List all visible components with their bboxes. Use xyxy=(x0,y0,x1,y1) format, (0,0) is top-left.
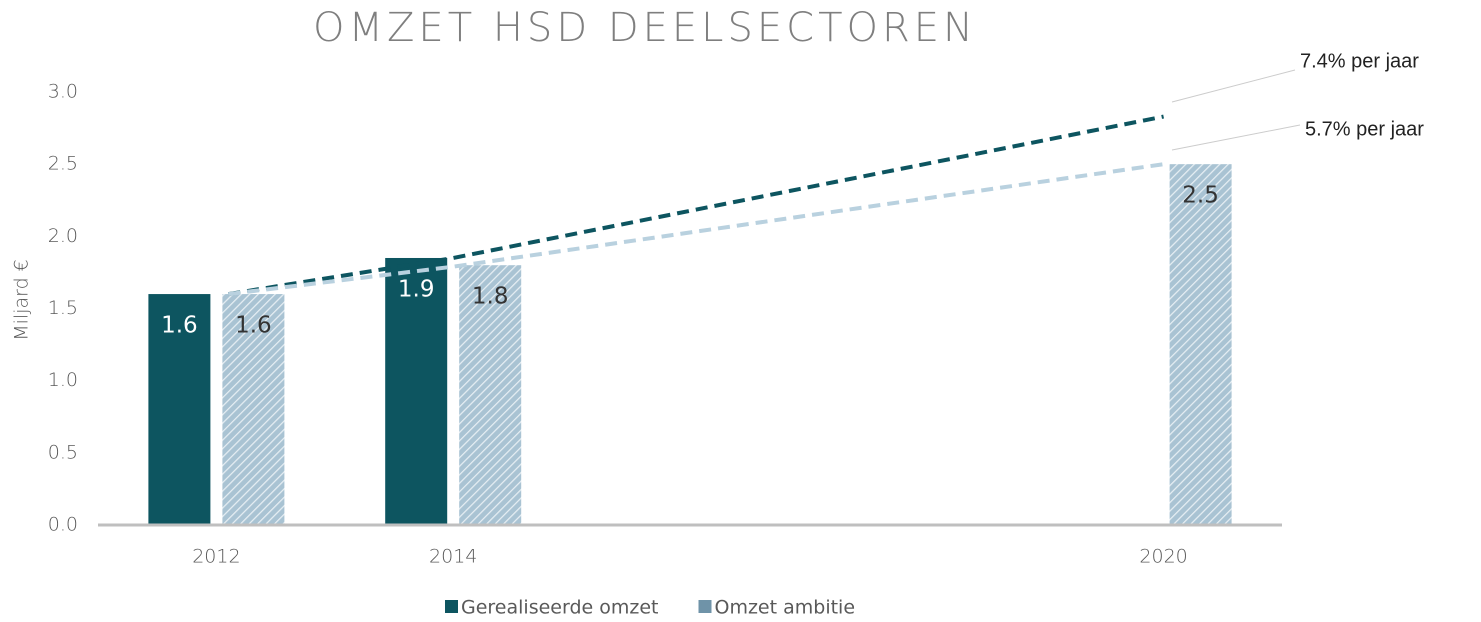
x-tick-label: 2020 xyxy=(1139,546,1187,568)
data-label: 1.9 xyxy=(398,276,435,302)
y-tick-label: 3.0 xyxy=(48,81,78,103)
x-tick-label: 2014 xyxy=(429,546,477,568)
y-tick-label: 0.5 xyxy=(48,441,78,463)
trend-label: 5.7% per jaar xyxy=(1305,118,1424,140)
bar xyxy=(148,294,211,525)
bar xyxy=(459,265,522,525)
bar xyxy=(385,257,448,525)
data-label: 1.6 xyxy=(161,313,198,339)
trend-line xyxy=(228,114,1164,297)
legend-label: Omzet ambitie xyxy=(715,597,856,619)
y-axis-label: Miljard € xyxy=(11,259,33,341)
legend-swatch xyxy=(445,600,458,613)
y-tick-label: 1.5 xyxy=(48,297,78,319)
leader-line xyxy=(1171,69,1296,103)
chart-title: OMZET HSD DEELSECTOREN xyxy=(313,5,977,51)
y-tick-label: 0.0 xyxy=(48,514,78,536)
bar xyxy=(1169,164,1232,525)
data-label: 1.6 xyxy=(235,313,272,339)
trend-label: 7.4% per jaar xyxy=(1300,50,1419,72)
trend-line xyxy=(228,162,1164,297)
data-label: 1.8 xyxy=(472,284,509,310)
legend-swatch xyxy=(698,600,712,613)
y-tick-label: 2.0 xyxy=(48,225,78,247)
bar xyxy=(222,294,285,525)
legend-label: Gerealiseerde omzet xyxy=(461,597,659,619)
leader-line xyxy=(1171,124,1301,151)
y-tick-label: 1.0 xyxy=(48,369,78,391)
data-label: 2.5 xyxy=(1182,183,1219,209)
y-tick-label: 2.5 xyxy=(48,153,78,175)
x-tick-label: 2012 xyxy=(192,546,240,568)
